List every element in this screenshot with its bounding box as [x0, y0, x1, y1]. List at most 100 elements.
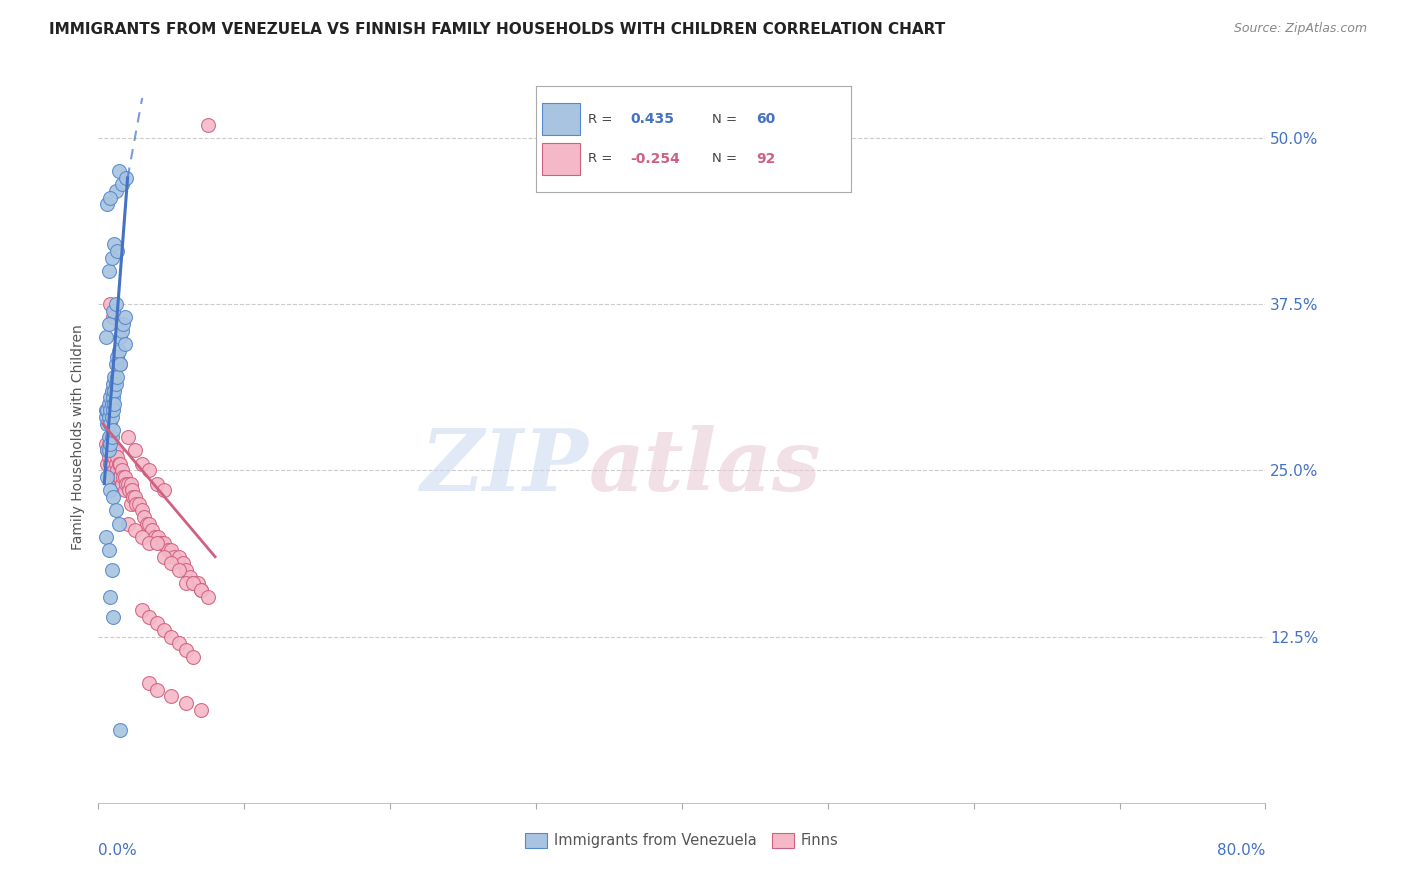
- Point: [110, 457, 132, 471]
- Point: [94, 330, 117, 344]
- Point: [111, 178, 134, 192]
- Point: [104, 376, 127, 391]
- Point: [174, 563, 197, 577]
- Point: [114, 310, 136, 325]
- Point: [101, 310, 124, 325]
- Point: [146, 476, 169, 491]
- Point: [110, 357, 132, 371]
- Point: [105, 244, 128, 258]
- Point: [108, 516, 131, 531]
- Point: [100, 450, 122, 464]
- Point: [103, 450, 125, 464]
- Point: [105, 351, 128, 365]
- Point: [104, 457, 127, 471]
- Point: [104, 470, 127, 484]
- Point: [132, 509, 155, 524]
- Point: [153, 483, 176, 498]
- Point: [143, 530, 166, 544]
- Point: [121, 483, 143, 498]
- Point: [124, 490, 146, 504]
- Point: [141, 523, 163, 537]
- Point: [124, 523, 146, 537]
- Point: [167, 549, 190, 564]
- Point: [110, 330, 132, 344]
- Point: [97, 264, 120, 278]
- Point: [181, 576, 204, 591]
- Point: [190, 582, 212, 597]
- Point: [97, 430, 120, 444]
- Point: [157, 543, 180, 558]
- Point: [96, 403, 118, 417]
- Point: [97, 443, 120, 458]
- Point: [138, 676, 160, 690]
- Point: [97, 436, 120, 450]
- Point: [138, 609, 160, 624]
- Point: [98, 297, 121, 311]
- Point: [101, 443, 124, 458]
- Point: [98, 390, 121, 404]
- Point: [187, 576, 209, 591]
- Point: [138, 463, 160, 477]
- Point: [101, 457, 124, 471]
- Point: [110, 723, 132, 737]
- Point: [114, 483, 136, 498]
- Point: [108, 470, 131, 484]
- Point: [94, 403, 117, 417]
- Point: [97, 317, 120, 331]
- Point: [131, 603, 153, 617]
- Point: [179, 570, 201, 584]
- Point: [104, 503, 127, 517]
- Point: [97, 450, 120, 464]
- Point: [98, 443, 121, 458]
- Point: [135, 516, 157, 531]
- Point: [97, 543, 120, 558]
- Point: [138, 516, 160, 531]
- Point: [117, 430, 139, 444]
- Point: [105, 370, 128, 384]
- Point: [100, 384, 122, 398]
- Point: [138, 536, 160, 550]
- Point: [118, 483, 141, 498]
- Point: [131, 503, 153, 517]
- Point: [97, 397, 120, 411]
- Point: [98, 417, 121, 431]
- Point: [153, 623, 176, 637]
- Point: [101, 303, 124, 318]
- Text: IMMIGRANTS FROM VENEZUELA VS FINNISH FAMILY HOUSEHOLDS WITH CHILDREN CORRELATION: IMMIGRANTS FROM VENEZUELA VS FINNISH FAM…: [49, 22, 945, 37]
- Point: [122, 490, 145, 504]
- Point: [98, 430, 121, 444]
- Point: [101, 609, 124, 624]
- Point: [172, 557, 194, 571]
- Point: [110, 470, 132, 484]
- Point: [104, 443, 127, 458]
- Point: [96, 470, 118, 484]
- Point: [146, 536, 169, 550]
- Point: [100, 251, 122, 265]
- Point: [114, 470, 136, 484]
- Point: [174, 643, 197, 657]
- Point: [160, 690, 183, 704]
- Point: [105, 463, 128, 477]
- Point: [167, 636, 190, 650]
- Point: [197, 590, 219, 604]
- Point: [101, 424, 124, 438]
- Point: [160, 543, 183, 558]
- Text: ZIP: ZIP: [420, 425, 589, 508]
- Point: [117, 476, 139, 491]
- Point: [96, 443, 118, 458]
- Point: [115, 170, 138, 185]
- Point: [174, 696, 197, 710]
- Point: [103, 397, 125, 411]
- Point: [104, 297, 127, 311]
- Point: [96, 443, 118, 458]
- Point: [100, 563, 122, 577]
- Point: [112, 317, 135, 331]
- Point: [94, 436, 117, 450]
- Legend: Immigrants from Venezuela, Finns: Immigrants from Venezuela, Finns: [519, 827, 845, 854]
- Point: [101, 403, 124, 417]
- Point: [190, 582, 212, 597]
- Point: [100, 410, 122, 425]
- Point: [100, 397, 122, 411]
- Point: [131, 530, 153, 544]
- Point: [153, 549, 176, 564]
